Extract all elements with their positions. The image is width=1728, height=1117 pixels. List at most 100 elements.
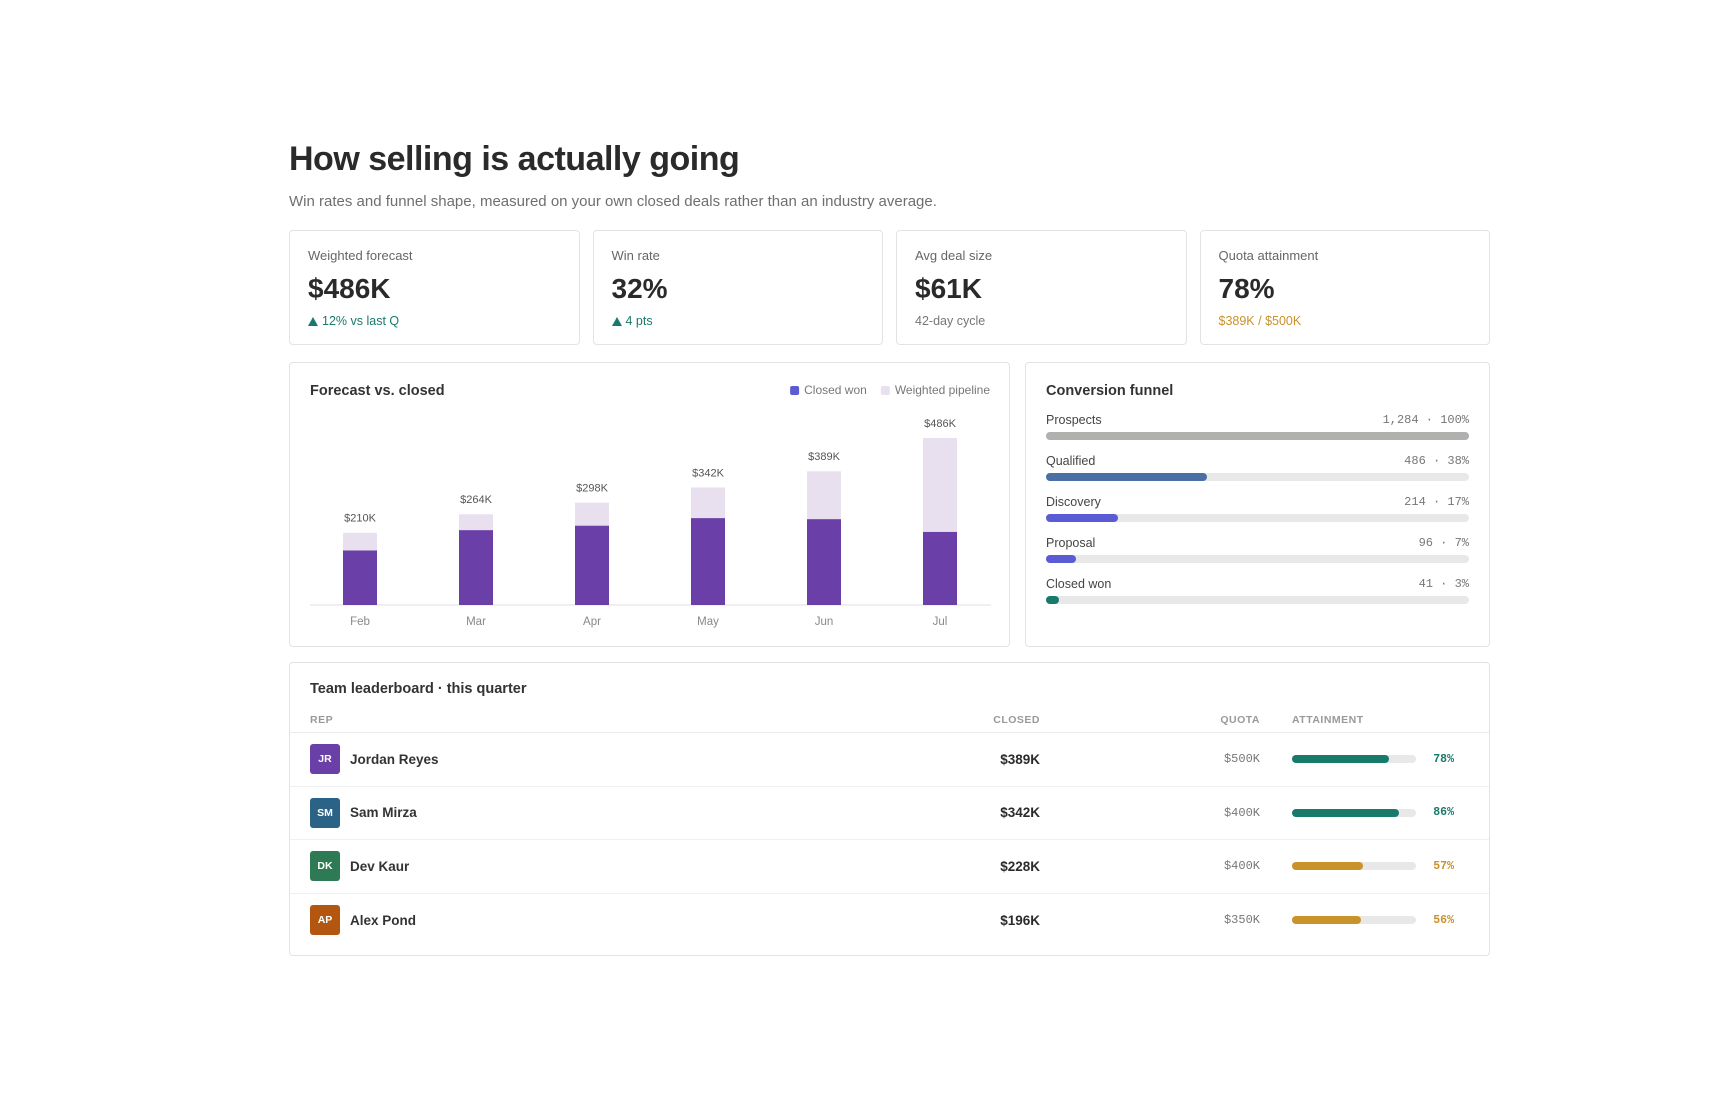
stage-header: Prospects 1,284 · 100% — [1046, 413, 1469, 427]
stage-bar — [1046, 514, 1118, 522]
avatar: SM — [310, 797, 340, 828]
stage-header: Closed won 41 · 3% — [1046, 577, 1469, 591]
table-row: JR Jordan Reyes $389K $500K 78% — [290, 733, 1489, 787]
stage-track — [1046, 432, 1469, 440]
quota-cell: $500K — [1223, 752, 1260, 767]
bar-segment — [691, 518, 725, 605]
table-row: DK Dev Kaur $228K $400K 57% — [290, 840, 1489, 894]
avatar: DK — [310, 851, 340, 882]
rep-cell: JR Jordan Reyes — [310, 744, 740, 775]
kpi-label: Quota attainment — [1218, 248, 1319, 263]
stage-bar — [1046, 432, 1469, 440]
rep-name: Dev Kaur — [350, 858, 410, 874]
quota-cell: $350K — [1223, 913, 1260, 928]
bar-segment — [807, 471, 841, 520]
bar-total-label: $264K — [460, 494, 492, 506]
attainment-bar — [1292, 808, 1399, 817]
page-subtitle: Win rates and funnel shape, measured on … — [289, 193, 937, 210]
kpi-note-row: 12% vs last Q — [308, 314, 561, 328]
rep-name: Jordan Reyes — [350, 751, 439, 767]
legend-label: Closed won — [804, 383, 867, 397]
bar-total-label: $486K — [924, 418, 956, 430]
leaderboard-title: Team leaderboard · this quarter — [310, 681, 527, 697]
x-tick-label: Jul — [933, 616, 948, 628]
kpi-note-row: $389K / $500K — [1219, 314, 1472, 328]
column-header: ATTAINMENT — [1292, 714, 1364, 726]
funnel-stage: Discovery 214 · 17% — [1046, 495, 1469, 522]
stage-figures: 1,284 · 100% — [1382, 413, 1469, 427]
x-tick-label: Apr — [583, 616, 601, 628]
kpi-card: Win rate 32% 4 pts — [592, 230, 883, 345]
stage-count: 214 — [1404, 495, 1426, 509]
page-title: How selling is actually going — [289, 140, 740, 178]
x-tick-label: Feb — [350, 616, 370, 628]
funnel-card: Conversion funnel Prospects 1,284 · 100% Q… — [1025, 362, 1490, 647]
legend-swatch — [790, 386, 800, 395]
arrow-shape — [611, 316, 622, 326]
kpi-note: 12% vs last Q — [322, 314, 400, 328]
attainment-label: 56% — [1433, 913, 1454, 927]
legend-label: Weighted pipeline — [895, 383, 991, 397]
stage-count: 41 — [1418, 577, 1433, 591]
attainment-cell: 86% — [1260, 806, 1469, 819]
stage-label: Discovery — [1046, 495, 1101, 509]
trend-arrow — [308, 316, 318, 326]
leaderboard: Team leaderboard · this quarter REP CLOSE… — [289, 662, 1490, 956]
stage-bar — [1046, 596, 1059, 604]
rep-cell: AP Alex Pond — [310, 905, 740, 936]
bar-total-label: $342K — [692, 467, 724, 479]
closed-cell: $389K — [1000, 751, 1040, 767]
rep-name: Sam Mirza — [350, 805, 417, 821]
kpi-note-row: 42-day cycle — [915, 314, 1168, 328]
x-tick-label: Jun — [815, 616, 834, 628]
quota-cell: $400K — [1223, 805, 1260, 820]
kpi-note: 42-day cycle — [915, 314, 986, 328]
attainment-cell: 57% — [1260, 860, 1469, 873]
stage-header: Proposal 96 · 7% — [1046, 536, 1469, 550]
stage-figures: 214 · 17% — [1404, 495, 1469, 509]
kpi-label: Weighted forecast — [308, 248, 413, 263]
column-header: QUOTA — [1220, 714, 1260, 726]
kpi-value: 32% — [611, 273, 668, 304]
table-header: REP CLOSED QUOTA ATTAINMENT — [290, 714, 1489, 733]
legend-swatch — [880, 386, 890, 395]
kpi-card: Quota attainment 78% $389K / $500K — [1199, 230, 1490, 345]
bar-segment — [691, 487, 725, 519]
rep-name: Alex Pond — [350, 912, 417, 928]
attainment-track — [1292, 808, 1416, 817]
bar-segment — [923, 438, 957, 532]
stage-share: 100% — [1440, 413, 1469, 427]
bar-total-label: $298K — [576, 483, 608, 495]
stage-share: 3% — [1454, 577, 1469, 591]
bar-segment — [923, 531, 957, 605]
kpi-value: $61K — [915, 273, 982, 304]
stage-share: 17% — [1447, 495, 1469, 509]
stage-figures: 96 · 7% — [1418, 536, 1469, 550]
kpi-note: 4 pts — [625, 314, 653, 328]
closed-cell: $228K — [1000, 858, 1040, 874]
funnel-stage: Proposal 96 · 7% — [1046, 536, 1469, 563]
attainment-label: 78% — [1433, 752, 1454, 766]
closed-cell: $196K — [1000, 912, 1040, 928]
stage-label: Closed won — [1046, 577, 1112, 591]
bar-segment — [343, 532, 377, 551]
column-header: REP — [310, 714, 334, 726]
x-tick-label: May — [697, 616, 719, 628]
attainment-bar — [1292, 862, 1363, 871]
table-row: AP Alex Pond $196K $350K 56% — [290, 894, 1489, 948]
stage-count: 1,284 — [1382, 413, 1419, 427]
dashboard: How selling is actually going Win rates … — [289, 140, 1490, 956]
bar-segment — [575, 525, 609, 605]
stage-header: Discovery 214 · 17% — [1046, 495, 1469, 509]
stage-track — [1046, 555, 1469, 563]
stage-count: 96 — [1418, 536, 1433, 550]
avatar: JR — [310, 744, 340, 775]
attainment-label: 57% — [1433, 859, 1454, 873]
kpi-card: Weighted forecast $486K 12% vs last Q — [289, 230, 580, 345]
rep-cell: DK Dev Kaur — [310, 851, 740, 882]
kpi-card: Avg deal size $61K 42-day cycle — [896, 230, 1187, 345]
stage-label: Qualified — [1046, 454, 1096, 468]
stage-count: 486 — [1404, 454, 1426, 468]
stage-label: Prospects — [1046, 413, 1102, 427]
